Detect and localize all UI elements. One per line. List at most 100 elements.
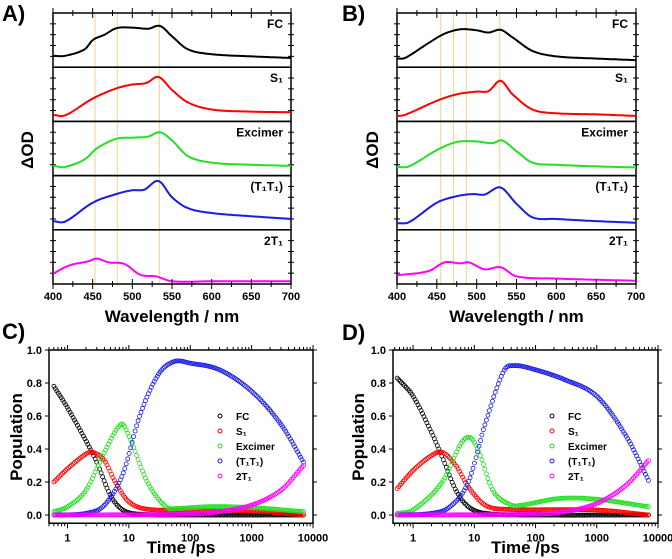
data-point <box>625 436 631 442</box>
data-point <box>103 447 108 453</box>
data-point <box>120 470 126 476</box>
data-point <box>479 432 485 438</box>
y-axis-title: ΔOD <box>18 131 37 169</box>
data-point <box>184 505 190 511</box>
data-point <box>197 511 203 517</box>
data-point <box>436 449 442 455</box>
data-point <box>564 495 570 501</box>
data-point <box>396 377 402 383</box>
data-point <box>478 453 483 459</box>
data-point <box>620 428 626 434</box>
data-point <box>405 512 411 518</box>
data-point <box>159 367 165 373</box>
data-point <box>476 443 482 449</box>
spectrum-line-0 <box>52 24 292 59</box>
data-point <box>463 501 469 507</box>
data-point <box>524 511 529 517</box>
data-point <box>568 495 574 501</box>
data-point <box>512 512 518 517</box>
x-tick-label: 1000 <box>239 532 263 544</box>
data-point <box>175 505 181 511</box>
spectrum-line-1 <box>396 79 637 117</box>
data-point <box>134 452 140 458</box>
data-point <box>160 501 166 507</box>
data-point <box>293 508 299 514</box>
data-point <box>488 403 494 409</box>
data-point <box>157 512 163 517</box>
data-point <box>594 512 599 518</box>
data-point <box>169 512 175 517</box>
data-point <box>292 508 298 514</box>
data-point <box>110 512 116 518</box>
data-point <box>443 512 449 518</box>
spectrum-line-1 <box>52 75 291 118</box>
data-point <box>88 449 94 455</box>
data-point <box>412 512 418 518</box>
x-tick-label: 10 <box>123 532 135 544</box>
data-point <box>97 512 103 518</box>
data-point <box>259 505 265 511</box>
x-axis-title: Wavelength / nm <box>449 307 583 326</box>
x-tick-label: 550 <box>507 291 525 303</box>
legend-marker <box>549 473 555 479</box>
x-tick-label: 100 <box>181 532 199 544</box>
data-point <box>112 478 117 483</box>
data-point <box>176 505 182 511</box>
data-point <box>67 512 73 518</box>
data-point <box>539 511 544 517</box>
data-point <box>403 512 409 518</box>
data-point <box>524 507 529 513</box>
data-point <box>519 507 525 513</box>
data-point <box>483 417 489 423</box>
data-point <box>301 463 306 468</box>
data-point <box>54 476 60 482</box>
data-point <box>461 512 467 518</box>
data-point <box>504 506 510 512</box>
data-point <box>95 512 101 518</box>
data-point <box>546 511 552 516</box>
data-point <box>457 443 463 449</box>
y-tick-label: 0.4 <box>371 444 387 456</box>
data-point <box>527 511 532 517</box>
y-tick-label: 0.0 <box>27 510 42 522</box>
data-point <box>267 506 272 512</box>
data-point <box>110 491 116 497</box>
series-label: S₁ <box>615 71 628 85</box>
data-point <box>52 478 58 484</box>
data-point <box>521 507 526 513</box>
data-point <box>261 505 267 511</box>
data-point <box>175 512 181 517</box>
data-point <box>478 438 483 443</box>
data-point <box>57 473 63 479</box>
data-point <box>70 461 76 467</box>
data-point <box>552 496 558 502</box>
data-point <box>225 512 231 518</box>
spectrum-line-3 <box>396 186 637 225</box>
y-tick-label: 0.4 <box>27 444 43 456</box>
plot-frame <box>392 349 659 524</box>
data-point <box>191 505 197 510</box>
data-point <box>122 466 128 472</box>
data-point <box>160 365 166 371</box>
data-point <box>454 489 460 495</box>
data-point <box>460 512 466 518</box>
x-tick-label: 650 <box>242 291 260 303</box>
data-point <box>628 478 634 484</box>
legend-label: (T₁T₁) <box>236 457 263 468</box>
data-point <box>585 496 590 502</box>
data-point <box>439 512 445 518</box>
data-point <box>555 496 561 502</box>
data-point <box>295 449 301 455</box>
spectrum-line-4 <box>52 257 291 283</box>
data-point <box>594 507 599 513</box>
data-point <box>411 467 416 473</box>
data-point <box>501 512 507 517</box>
data-point <box>446 512 452 518</box>
spectrum-line-0 <box>397 28 637 62</box>
legend-label: S₁ <box>568 427 579 438</box>
data-point <box>147 512 153 518</box>
data-point <box>495 512 501 518</box>
series-label: FC <box>267 17 283 31</box>
data-point <box>500 506 506 512</box>
data-point <box>567 512 573 518</box>
